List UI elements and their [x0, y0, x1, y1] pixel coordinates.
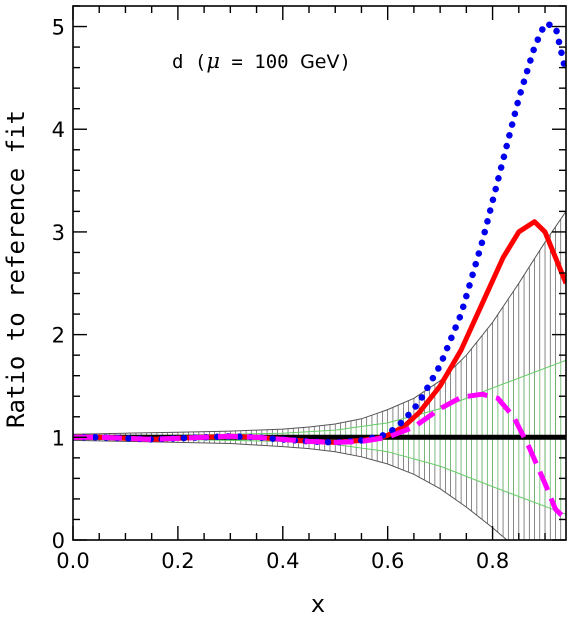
- y-tick-label: 5: [52, 16, 65, 40]
- annotation-prefix: d (: [172, 51, 206, 73]
- series-dashed-line: [73, 391, 566, 522]
- x-tick-label: 0.2: [161, 549, 194, 573]
- y-tick-label: 2: [52, 324, 65, 348]
- x-tick-label: 0.6: [371, 549, 404, 573]
- x-tick-label: 0.8: [476, 549, 509, 573]
- y-tick-label: 3: [52, 221, 65, 245]
- tick-labels: 0.0 0.2 0.4 0.6 0.8 0 1 2 3 4 5: [52, 16, 510, 573]
- band-outer-upper: [73, 211, 566, 435]
- plot-frame: [72, 5, 567, 541]
- annotation-suffix: ): [339, 51, 350, 73]
- y-axis-label: Ratio to reference fit: [2, 110, 30, 428]
- y-tick-label: 0: [52, 529, 65, 553]
- y-tick-label: 4: [52, 118, 65, 142]
- annotation-eq: = 100: [220, 51, 300, 73]
- x-tick-label: 0.0: [56, 549, 89, 573]
- annotation: d (μ = 100 GeV): [172, 49, 351, 73]
- y-tick-label: 1: [52, 426, 65, 450]
- ticks: [72, 5, 566, 541]
- x-axis-label: x: [311, 590, 325, 618]
- series-layer: [73, 20, 566, 522]
- annotation-mu: μ: [206, 49, 220, 73]
- x-tick-label: 0.4: [266, 549, 299, 573]
- plot-area: [73, 20, 566, 540]
- annotation-unit: GeV: [300, 51, 339, 73]
